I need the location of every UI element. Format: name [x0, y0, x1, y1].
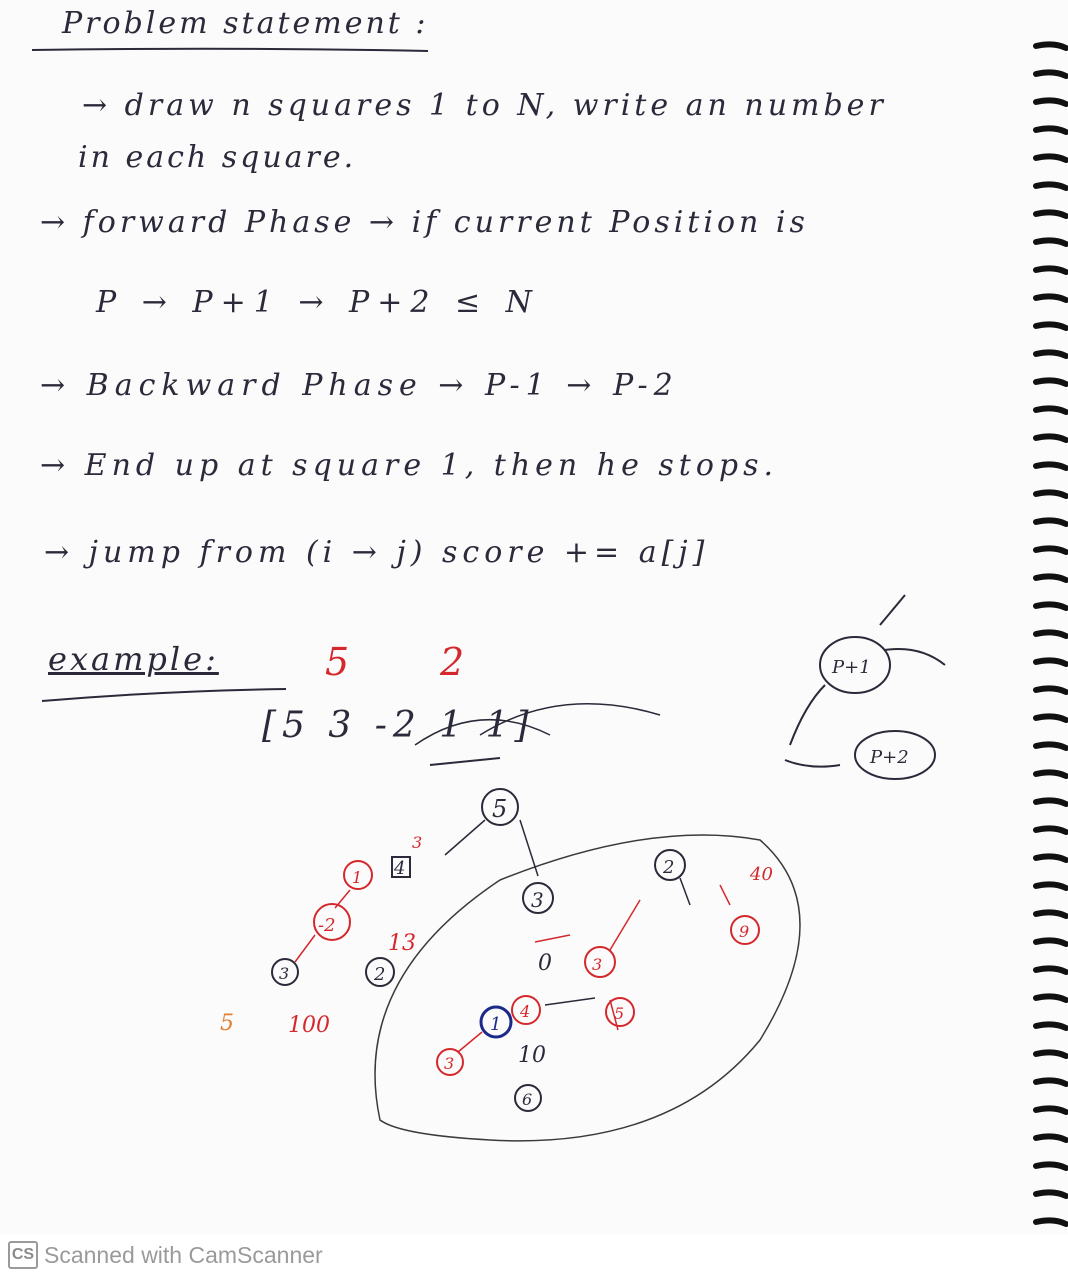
spiral-loop	[1033, 153, 1068, 163]
camscanner-logo-icon: CS	[8, 1241, 38, 1269]
spiral-loop	[1033, 993, 1068, 1003]
node-black-8: 6	[522, 1090, 532, 1109]
node-black-9: 3	[279, 964, 289, 983]
node-red-4: 13	[388, 931, 416, 956]
phase-label-p2: P+2	[869, 747, 909, 768]
spiral-loop	[1033, 489, 1068, 499]
spiral-loop	[1033, 1049, 1068, 1059]
example-n: 5	[325, 640, 353, 684]
example-k: 2	[440, 640, 468, 684]
spiral-loop	[1033, 573, 1068, 583]
spiral-loop	[1033, 1077, 1068, 1087]
spiral-loop	[1033, 433, 1068, 443]
spiral-loop	[1033, 209, 1068, 219]
spiral-loop	[1033, 769, 1068, 779]
node-red-7: 4	[519, 1002, 530, 1021]
statement-line-6: → End up at square 1, then he stops.	[40, 448, 779, 483]
spiral-loop	[1033, 741, 1068, 751]
spiral-loop	[1033, 909, 1068, 919]
spiral-loop	[1033, 97, 1068, 107]
node-black-2: 4	[393, 858, 405, 879]
spiral-loop	[1033, 937, 1068, 947]
example-array: [5 3 -2 1 1]	[262, 705, 535, 746]
node-black-7: 10	[518, 1043, 546, 1068]
spiral-loop	[1033, 405, 1068, 415]
notebook-page: Problem statement : → draw n squares 1 t…	[31, 6, 1068, 1227]
scanner-watermark: CS Scanned with CamScanner	[8, 1238, 323, 1272]
spiral-loop	[1033, 377, 1068, 387]
statement-line-5: → Backward Phase → P-1 → P-2	[40, 368, 679, 403]
phase-bubbles: P+1 P+2	[784, 594, 946, 780]
statement-line-1: → draw n squares 1 to N, write an number	[82, 88, 887, 123]
statement-line-2: in each square.	[78, 140, 357, 175]
spiral-loop	[1033, 265, 1068, 275]
spiral-loop	[1033, 545, 1068, 555]
spiral-loop	[1033, 181, 1068, 191]
spiral-loop	[1033, 1161, 1068, 1171]
spiral-loop	[1033, 657, 1068, 667]
node-red-5: 100	[288, 1013, 330, 1038]
spiral-loop	[1033, 293, 1068, 303]
spiral-loop	[1033, 1189, 1068, 1199]
phase-label-p1: P+1	[831, 657, 871, 678]
spiral-loop	[1033, 965, 1068, 975]
node-red-6: 3	[592, 955, 602, 974]
node-red-1: -2	[318, 915, 336, 936]
spiral-loop	[1033, 601, 1068, 611]
spiral-loop	[1033, 349, 1068, 359]
spiral-loop	[1033, 69, 1068, 79]
node-red-9: 40	[749, 864, 773, 885]
spiral-binding	[1033, 41, 1068, 1227]
node-black-1: 3	[531, 888, 544, 912]
node-black-6: 0	[538, 951, 552, 976]
node-red-8: 5	[614, 1004, 624, 1023]
title-underline	[31, 47, 429, 52]
spiral-loop	[1033, 41, 1068, 51]
spiral-loop	[1033, 825, 1068, 835]
spiral-loop	[1033, 685, 1068, 695]
node-red-10: 9	[739, 922, 749, 941]
statement-line-7: → jump from (i → j) score += a[j]	[44, 535, 710, 570]
example-label: example:	[48, 640, 219, 678]
node-black-0: 5	[492, 795, 507, 823]
spiral-loop	[1033, 797, 1068, 807]
example-underline	[41, 688, 287, 702]
node-black-4: 2	[662, 857, 674, 878]
spiral-loop	[1033, 321, 1068, 331]
spiral-loop	[1033, 517, 1068, 527]
spiral-loop	[1033, 1217, 1068, 1227]
spiral-loop	[1033, 881, 1068, 891]
spiral-loop	[1033, 237, 1068, 247]
spiral-loop	[1033, 629, 1068, 639]
watermark-text: Scanned with CamScanner	[44, 1241, 323, 1268]
spiral-loop	[1033, 125, 1068, 135]
node-red-2: 3	[412, 833, 422, 852]
recursion-tree-sketch: 5 3 4 2 2 1 0 10 6 3 1 -2 3 5 13 100 3 4…	[220, 703, 801, 1142]
node-black-3: 2	[373, 964, 385, 985]
node-red-11: 3	[444, 1054, 454, 1073]
statement-line-4: P → P+1 → P+2 ≤ N	[96, 285, 540, 320]
spiral-loop	[1033, 461, 1068, 471]
spiral-loop	[1033, 1105, 1068, 1115]
spiral-loop	[1033, 1021, 1068, 1031]
node-red-3: 5	[220, 1011, 234, 1036]
page-title: Problem statement :	[62, 6, 429, 41]
spiral-loop	[1033, 713, 1068, 723]
spiral-loop	[1033, 853, 1068, 863]
spiral-loop	[1033, 1133, 1068, 1143]
node-red-0: 1	[352, 868, 362, 887]
node-black-5: 1	[490, 1014, 501, 1035]
statement-line-3: → forward Phase → if current Position is	[40, 205, 809, 240]
